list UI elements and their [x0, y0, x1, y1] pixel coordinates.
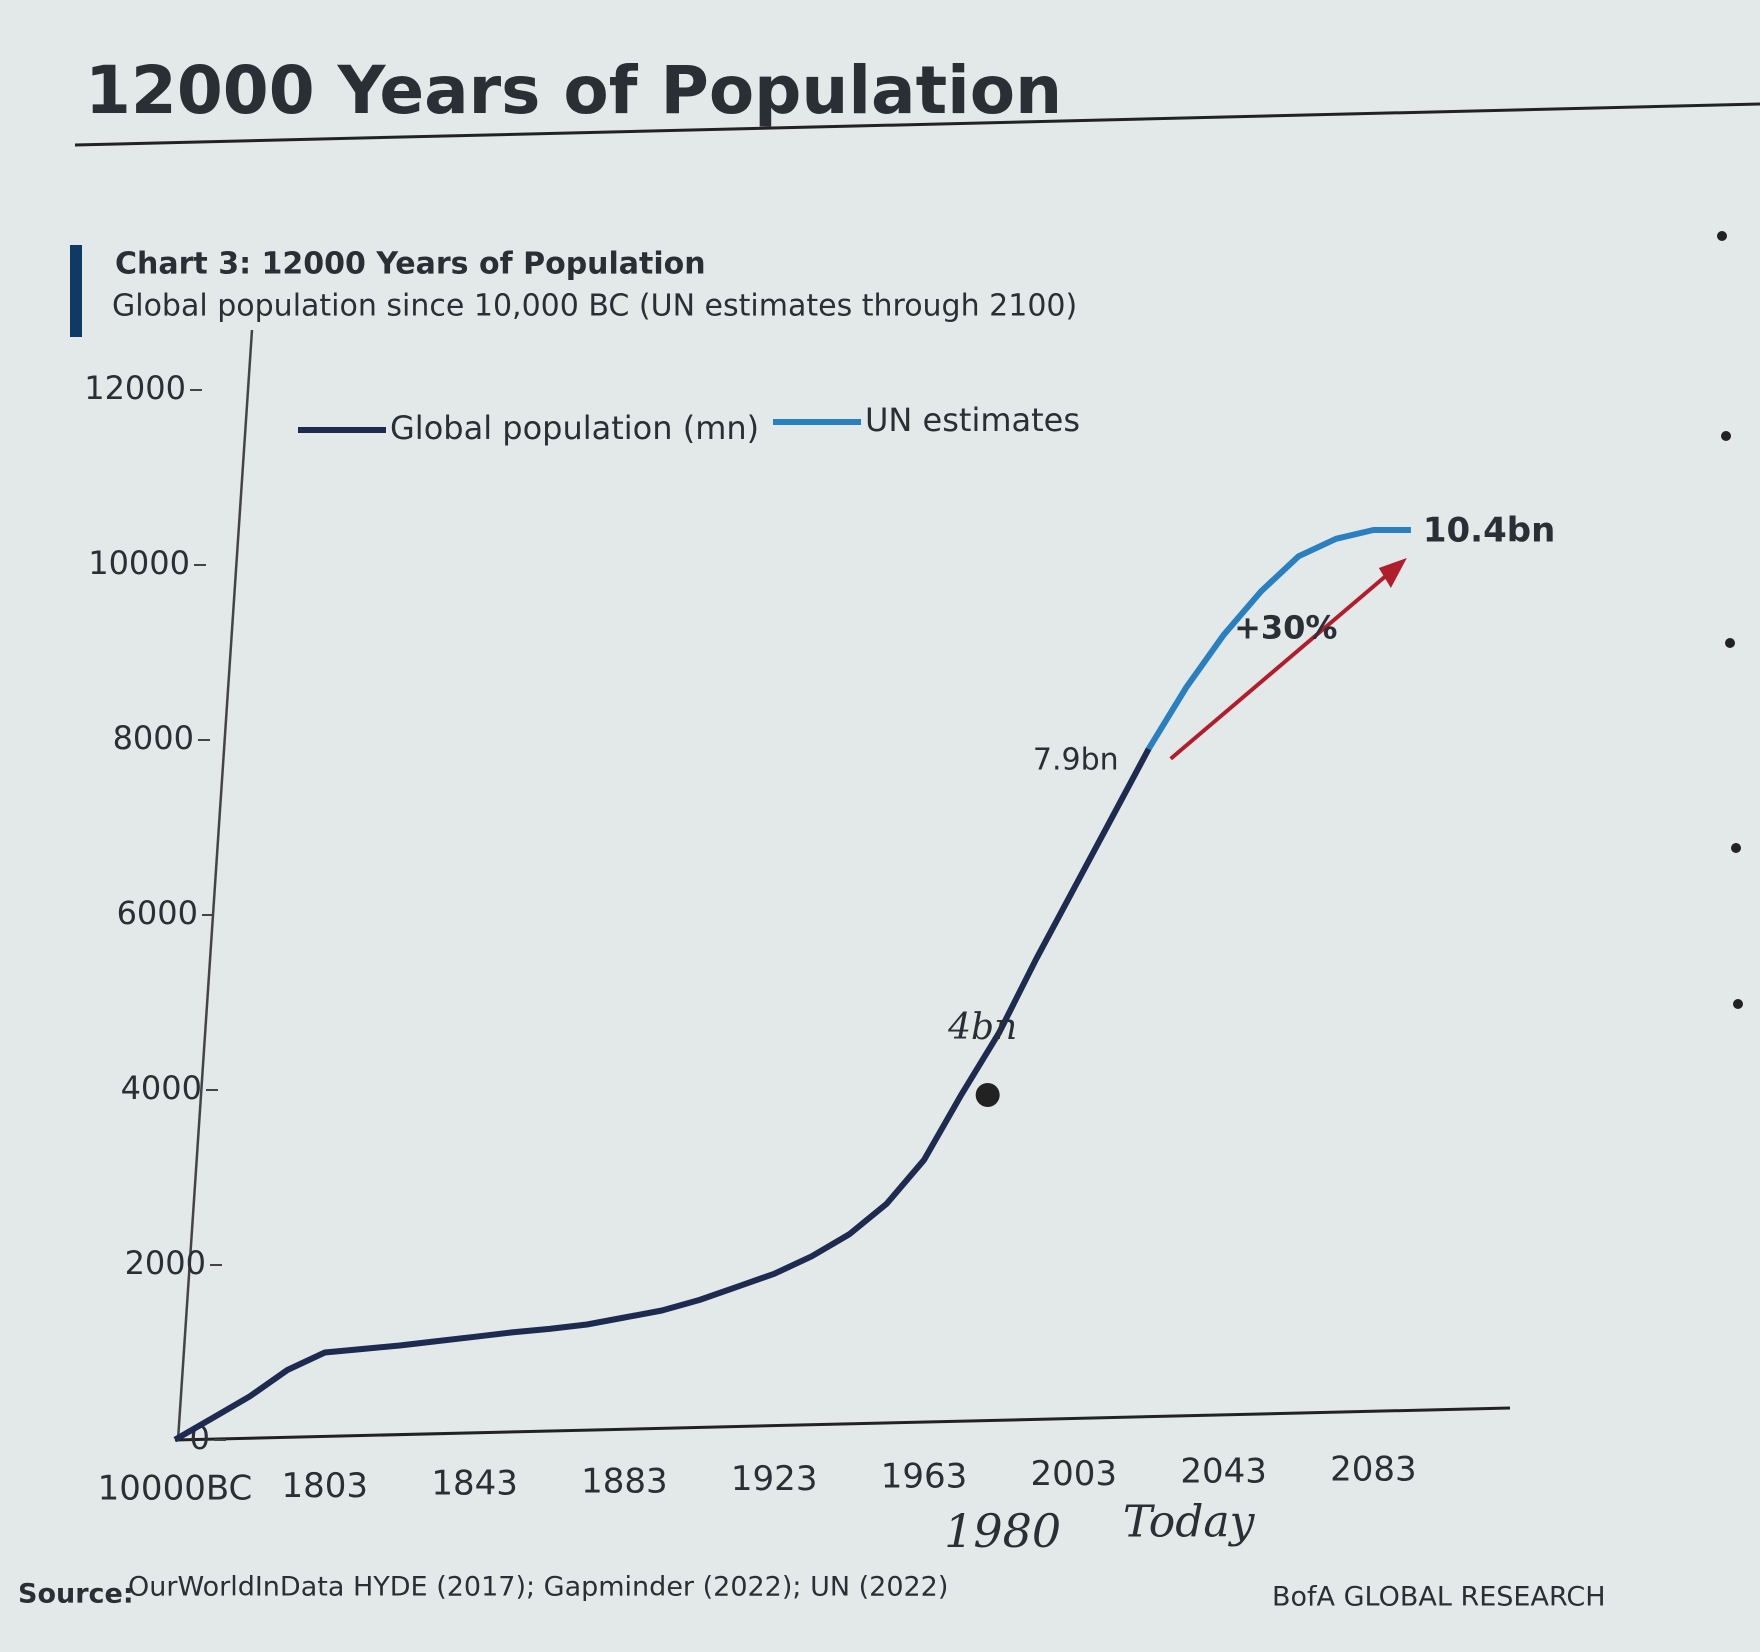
- annotation: +30%: [1234, 608, 1337, 646]
- y-axis: [176, 329, 254, 1441]
- handwritten-dot: [975, 1083, 1000, 1107]
- y-tick-label: 10000: [88, 544, 190, 582]
- annotation: Today: [1123, 1497, 1256, 1548]
- legend-label: UN estimates: [865, 401, 1080, 439]
- x-tick-label: 1803: [282, 1466, 369, 1506]
- series-line: [173, 747, 1152, 1443]
- y-tick-label: 6000: [117, 894, 198, 932]
- y-tick-label: 8000: [113, 719, 194, 757]
- brand: BofA GLOBAL RESEARCH: [1272, 1582, 1606, 1613]
- annotation: 1980: [944, 1504, 1061, 1558]
- source: OurWorldInData HYDE (2017); Gapminder (2…: [128, 1572, 948, 1603]
- annotation: 10.4bn: [1423, 511, 1555, 551]
- x-tick-label: 10000BC: [98, 1469, 253, 1509]
- x-tick-label: 1923: [731, 1459, 818, 1499]
- source-label: Source:: [18, 1579, 134, 1610]
- x-tick-label: 1843: [431, 1464, 518, 1504]
- series-line: [1146, 527, 1411, 751]
- title-bar: [70, 245, 82, 337]
- x-tick-label: 2003: [1031, 1454, 1118, 1494]
- annotation: 4bn: [947, 1007, 1017, 1048]
- annotation: 7.9bn: [1033, 742, 1119, 777]
- x-axis: [174, 1406, 1511, 1442]
- chart-title: Chart 3: 12000 Years of Population: [115, 247, 706, 282]
- y-tick-label: 12000: [84, 369, 186, 407]
- legend-label: Global population (mn): [390, 409, 759, 447]
- page-title: 12000 Years of Population: [85, 52, 1062, 129]
- arrow-head: [1378, 558, 1407, 588]
- y-tick-label: 4000: [121, 1069, 202, 1107]
- growth-arrow: [1169, 568, 1395, 761]
- chart-subtitle: Global population since 10,000 BC (UN es…: [112, 289, 1077, 324]
- x-tick-label: 1963: [881, 1457, 968, 1497]
- x-tick-label: 1883: [581, 1461, 668, 1501]
- x-tick-label: 2043: [1180, 1452, 1267, 1492]
- bullets: [1717, 231, 1743, 1009]
- x-tick-label: 2083: [1330, 1449, 1417, 1489]
- title-rule: [74, 102, 1760, 147]
- y-tick-label: 2000: [125, 1244, 206, 1282]
